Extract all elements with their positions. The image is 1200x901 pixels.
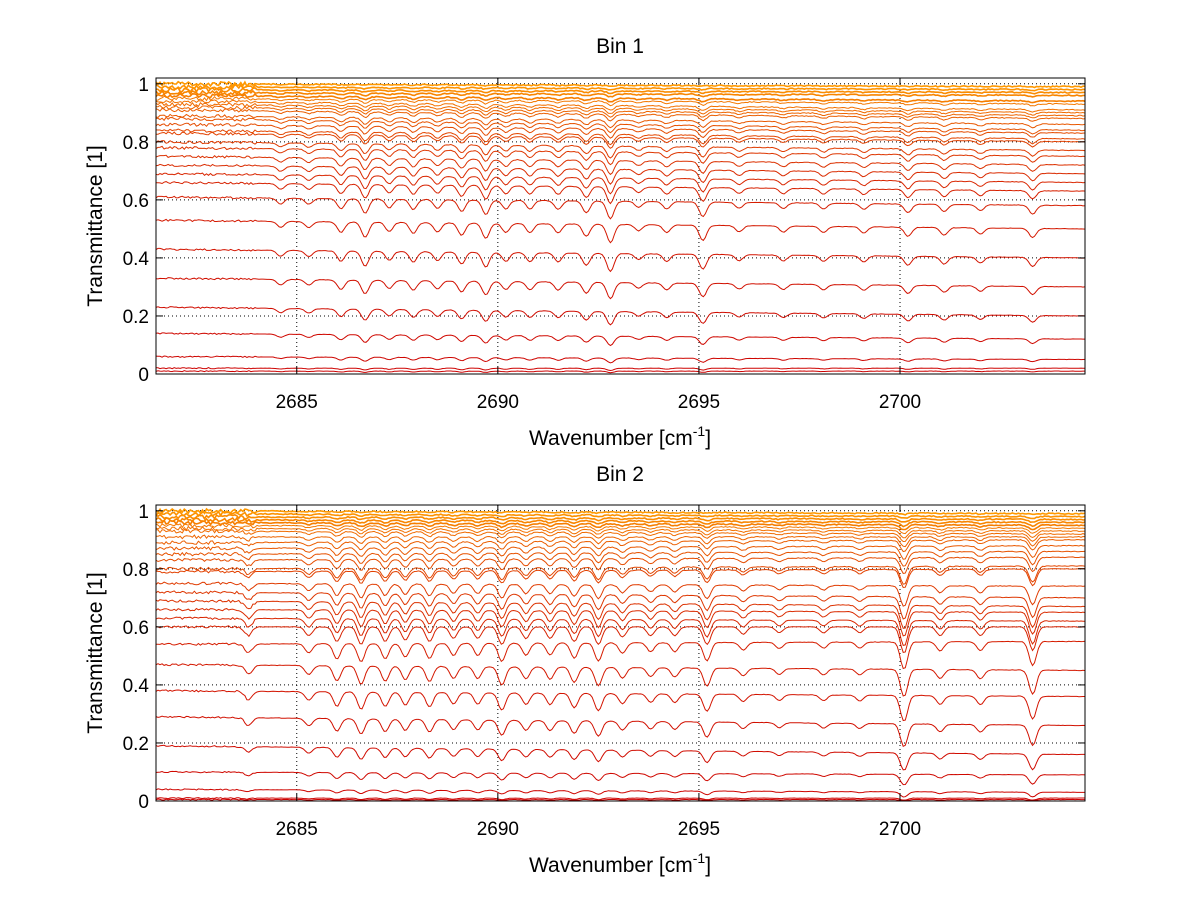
y-tick-label: 0 bbox=[138, 365, 149, 386]
y-tick-label: 0.4 bbox=[123, 676, 150, 697]
series-group bbox=[155, 80, 1086, 374]
series-line-3 bbox=[155, 788, 1085, 798]
series-line-12 bbox=[155, 607, 1086, 637]
series-line-25 bbox=[155, 522, 1086, 535]
axes-box bbox=[155, 77, 1086, 375]
series-line-9 bbox=[155, 640, 1086, 670]
series-line-25 bbox=[156, 95, 1086, 107]
series-line-19 bbox=[155, 116, 1086, 135]
series-line-23 bbox=[155, 528, 1086, 543]
x-tick-label: 2685 bbox=[276, 392, 318, 413]
y-tick-label: 1 bbox=[138, 502, 149, 523]
series-line-17 bbox=[155, 565, 1086, 585]
series-line-7 bbox=[155, 689, 1085, 722]
series-line-4 bbox=[155, 332, 1085, 347]
grid bbox=[156, 505, 1085, 802]
series-line-22 bbox=[156, 104, 1086, 119]
series-line-18 bbox=[155, 556, 1085, 574]
series-group bbox=[155, 507, 1086, 801]
series-line-27 bbox=[155, 89, 1086, 98]
series-line-11 bbox=[155, 172, 1086, 195]
series-line-8 bbox=[155, 663, 1086, 697]
series-line-15 bbox=[155, 581, 1086, 607]
series-line-16 bbox=[155, 567, 1086, 589]
x-tick-label: 2695 bbox=[678, 819, 720, 840]
series-line-21 bbox=[155, 538, 1086, 553]
series-line-3 bbox=[155, 355, 1086, 364]
series-line-11 bbox=[155, 616, 1086, 646]
series-line-7 bbox=[155, 247, 1086, 273]
series-line-14 bbox=[155, 145, 1086, 166]
y-tick-label: 0.2 bbox=[123, 734, 149, 755]
series-line-26 bbox=[155, 519, 1086, 531]
series-line-24 bbox=[155, 99, 1086, 113]
series-line-10 bbox=[156, 181, 1086, 205]
axis-ticks: 2685 2690 2695 2700 0 0.2 0.4 0.6 0.8 1 bbox=[123, 75, 1085, 413]
series-line-22 bbox=[156, 534, 1086, 548]
series-line-20 bbox=[155, 113, 1086, 129]
series-line-16 bbox=[156, 131, 1086, 149]
plot-panel-bin-1: Bin 1 2685 2690 2695 2700 0 0.2 0.4 0.6 0.8 1 Wav… bbox=[84, 35, 1086, 450]
x-tick-label: 2695 bbox=[678, 392, 720, 413]
series-line-5 bbox=[155, 306, 1086, 326]
series-line-5 bbox=[155, 744, 1085, 771]
y-tick-label: 1 bbox=[138, 75, 149, 96]
x-axis-label: Wavenumber [cm-1] bbox=[529, 850, 711, 877]
series-line-30 bbox=[155, 507, 1086, 516]
y-tick-label: 0.6 bbox=[123, 618, 149, 639]
series-line-28 bbox=[155, 513, 1085, 524]
plot-panel-bin-2: Bin 2 2685 2690 2695 2700 0 0.2 0.4 0.6 0.8 1 Wav… bbox=[84, 463, 1086, 877]
chart-title: Bin 2 bbox=[596, 463, 644, 486]
y-tick-label: 0.8 bbox=[123, 560, 149, 581]
series-line-12 bbox=[155, 163, 1086, 185]
series-line-29 bbox=[155, 510, 1086, 520]
y-tick-label: 0.8 bbox=[123, 133, 149, 154]
series-line-9 bbox=[155, 195, 1086, 220]
series-line-27 bbox=[155, 516, 1086, 528]
series-line-6 bbox=[155, 715, 1086, 747]
series-line-14 bbox=[155, 590, 1086, 620]
x-tick-label: 2700 bbox=[879, 819, 921, 840]
series-line-28 bbox=[155, 86, 1085, 95]
series-line-13 bbox=[155, 154, 1086, 176]
x-tick-label: 2700 bbox=[879, 392, 921, 413]
grid bbox=[156, 78, 1085, 375]
y-tick-label: 0.2 bbox=[123, 307, 149, 328]
y-tick-label: 0 bbox=[138, 792, 149, 813]
series-line-21 bbox=[155, 107, 1086, 122]
series-line-17 bbox=[155, 128, 1086, 146]
x-axis-label: Wavenumber [cm-1] bbox=[529, 423, 711, 450]
series-line-2 bbox=[156, 367, 1086, 372]
axis-ticks: 2685 2690 2695 2700 0 0.2 0.4 0.6 0.8 1 bbox=[123, 502, 1085, 840]
series-line-29 bbox=[155, 83, 1086, 92]
series-line-24 bbox=[155, 525, 1086, 539]
series-line-6 bbox=[155, 277, 1086, 300]
x-tick-label: 2690 bbox=[477, 819, 519, 840]
series-line-20 bbox=[155, 544, 1086, 560]
series-line-19 bbox=[155, 550, 1086, 567]
y-tick-label: 0.6 bbox=[123, 191, 149, 212]
series-line-1 bbox=[155, 798, 1085, 801]
series-line-8 bbox=[155, 218, 1086, 244]
chart-title: Bin 1 bbox=[596, 35, 644, 58]
y-axis-label: Transmittance [1] bbox=[84, 145, 107, 306]
x-tick-label: 2685 bbox=[276, 819, 318, 840]
y-tick-label: 0.4 bbox=[123, 249, 150, 270]
series-line-2 bbox=[156, 797, 1085, 801]
series-line-23 bbox=[155, 101, 1086, 116]
series-line-10 bbox=[155, 625, 1085, 653]
x-tick-label: 2690 bbox=[477, 392, 519, 413]
series-line-4 bbox=[155, 770, 1086, 786]
series-line-1 bbox=[155, 370, 1085, 374]
series-line-15 bbox=[155, 140, 1086, 159]
series-line-18 bbox=[155, 122, 1086, 139]
series-line-13 bbox=[155, 599, 1086, 629]
axes-box bbox=[155, 504, 1086, 802]
series-line-30 bbox=[155, 80, 1085, 89]
series-line-26 bbox=[155, 92, 1086, 104]
y-axis-label: Transmittance [1] bbox=[84, 572, 107, 733]
